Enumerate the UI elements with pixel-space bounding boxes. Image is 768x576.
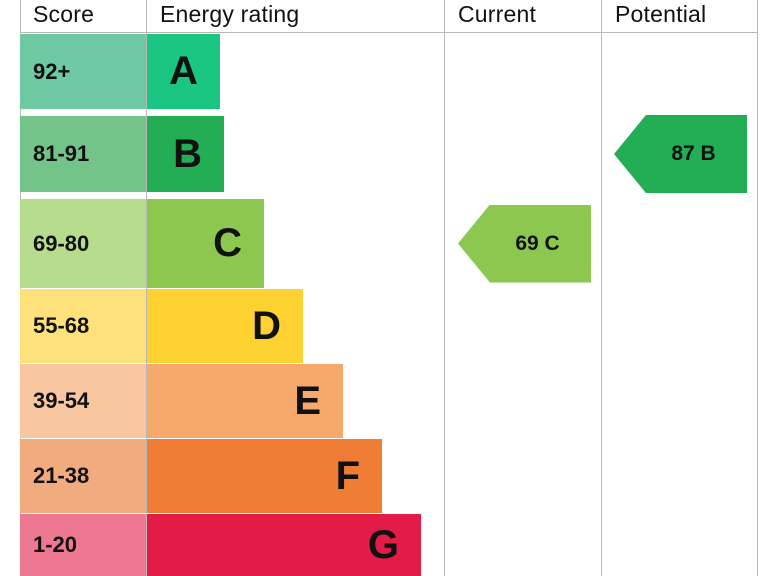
band-bar-a: A (147, 34, 220, 109)
column-divider-current (444, 0, 445, 576)
band-letter-b: B (173, 131, 202, 176)
band-bar-e: E (147, 364, 343, 438)
band-letter-f: F (335, 453, 360, 498)
band-letter-g: G (367, 522, 399, 567)
score-range-d: 55-68 (20, 289, 146, 363)
band-letter-c: C (213, 221, 242, 265)
band-bar-c: C (147, 199, 264, 288)
header-energy-rating: Energy rating (160, 1, 300, 27)
column-divider-rating (146, 0, 147, 576)
score-range-b: 81-91 (20, 116, 146, 192)
score-range-f: 21-38 (20, 439, 146, 513)
score-range-g: 1-20 (20, 514, 146, 576)
potential-rating-label: 87 B (671, 142, 716, 165)
potential-rating-arrow: 87 B (614, 115, 747, 193)
current-rating-label: 69 C (515, 231, 560, 255)
column-divider-left (20, 0, 21, 576)
score-range-c: 69-80 (20, 199, 146, 288)
band-letter-e: E (294, 378, 321, 423)
column-divider-right (757, 0, 758, 576)
column-divider-potential (601, 0, 602, 576)
score-range-e: 39-54 (20, 364, 146, 438)
header-current: Current (458, 1, 537, 27)
score-range-a: 92+ (20, 34, 146, 109)
current-rating-arrow: 69 C (458, 204, 591, 283)
header-score: Score (33, 1, 95, 27)
header-divider (20, 32, 758, 33)
band-bar-b: B (147, 116, 224, 192)
header-potential: Potential (615, 1, 707, 27)
band-letter-d: D (252, 303, 281, 348)
band-bar-f: F (147, 439, 382, 513)
band-bar-d: D (147, 289, 303, 363)
band-letter-a: A (169, 49, 198, 93)
band-bar-g: G (147, 514, 421, 576)
